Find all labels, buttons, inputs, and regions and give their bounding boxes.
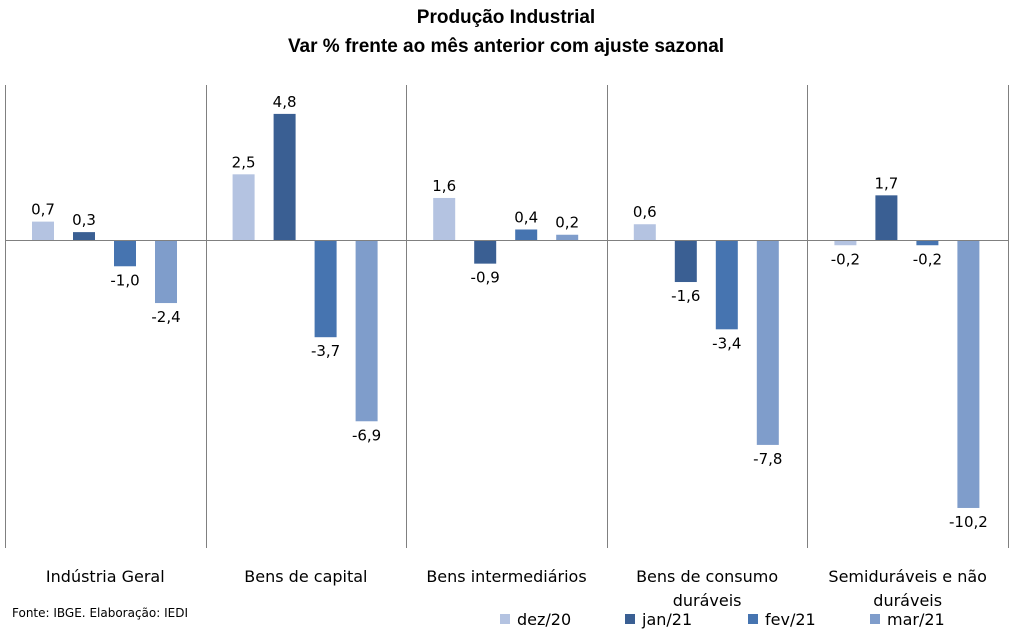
data-label: 1,7: [874, 174, 898, 192]
bar-jan-21: [273, 113, 296, 240]
legend-label: fev/21: [765, 610, 816, 629]
bars-group: [32, 113, 980, 508]
bar-dez-20: [433, 197, 456, 240]
data-label: 0,4: [514, 208, 538, 226]
bar-jan-21: [674, 240, 697, 283]
bar-mar-21: [155, 240, 177, 304]
bar-fev-21: [314, 240, 337, 338]
data-label: 1,6: [432, 177, 456, 195]
data-label: -7,8: [753, 450, 782, 468]
bar-fev-21: [515, 229, 538, 240]
data-label: -6,9: [352, 426, 381, 444]
category-separators: [5, 85, 1009, 548]
legend: dez/20 jan/21 fev/21 mar/21: [500, 610, 945, 629]
bar-fev-21: [114, 240, 136, 267]
bar-dez-20: [633, 224, 656, 240]
bar-mar-21: [355, 240, 378, 422]
data-label: 4,8: [273, 93, 297, 111]
legend-label: mar/21: [887, 610, 945, 629]
legend-swatch: [870, 614, 880, 624]
legend-label: dez/20: [517, 610, 571, 629]
data-label: 0,7: [31, 201, 55, 219]
category-label: Bens de capital: [244, 567, 367, 586]
data-label: -0,2: [831, 250, 860, 268]
category-label: Bens de consumo: [636, 567, 778, 586]
category-label: duráveis: [873, 591, 942, 610]
bar-jan-21: [474, 240, 497, 264]
bar-jan-21: [875, 195, 898, 240]
bar-dez-20: [834, 240, 857, 246]
category-labels-group: Indústria Geral Bens de capital Bens inter…: [46, 567, 987, 610]
legend-swatch: [625, 614, 635, 624]
value-labels-group: 0,7 2,5 1,6 0,6 -0,2 0,3 4,8 -0,9 -1,6 1,7 -1,0 -3,…: [31, 93, 988, 531]
data-label: 2,5: [232, 153, 256, 171]
data-label: -0,9: [471, 269, 500, 287]
bar-mar-21: [556, 234, 579, 240]
data-label: -10,2: [949, 513, 988, 531]
category-label: Semiduráveis e não: [828, 567, 987, 586]
data-label: -3,7: [311, 342, 340, 360]
category-label: Indústria Geral: [46, 567, 165, 586]
data-label: -0,2: [913, 250, 942, 268]
legend-label: jan/21: [641, 610, 692, 629]
bar-dez-20: [232, 174, 255, 240]
bar-mar-21: [756, 240, 779, 445]
legend-swatch: [748, 614, 758, 624]
chart-title: Produção Industrial: [417, 7, 595, 28]
bar-jan-21: [73, 232, 95, 240]
category-label: Bens intermediários: [426, 567, 586, 586]
data-label: -1,6: [671, 287, 700, 305]
chart-subtitle: Var % frente ao mês anterior com ajuste …: [288, 36, 724, 57]
data-label: 0,6: [633, 203, 657, 221]
legend-swatch: [500, 614, 510, 624]
bar-fev-21: [715, 240, 738, 330]
bar-fev-21: [916, 240, 939, 246]
data-label: 0,3: [72, 211, 96, 229]
data-label: -2,4: [151, 308, 180, 326]
category-label: duráveis: [673, 591, 742, 610]
data-label: -3,4: [712, 334, 741, 352]
data-label: -1,0: [110, 271, 139, 289]
bar-mar-21: [957, 240, 980, 508]
source-note: Fonte: IBGE. Elaboração: IEDI: [12, 606, 188, 620]
bar-dez-20: [32, 221, 54, 240]
data-label: 0,2: [555, 214, 579, 232]
